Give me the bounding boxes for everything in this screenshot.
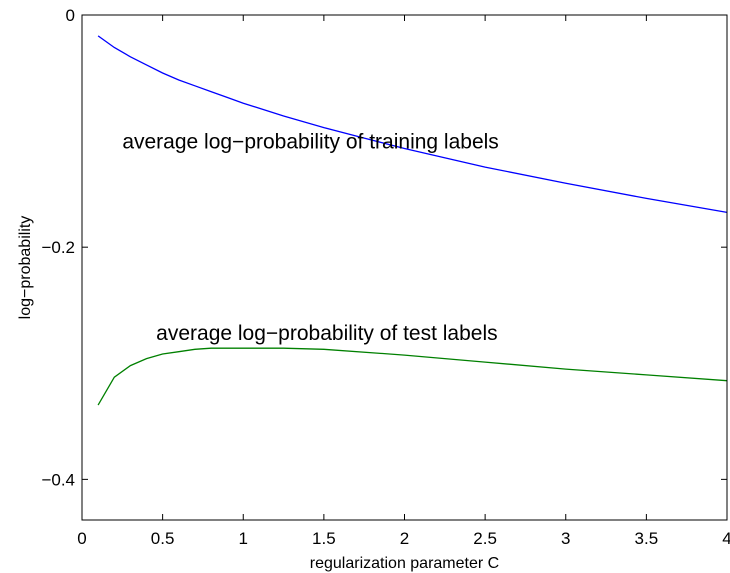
x-tick-label: 3.5 (635, 529, 659, 548)
x-tick-label: 1.5 (312, 529, 336, 548)
series-line-2 (97, 347, 728, 406)
x-tick-label: 4 (722, 529, 730, 548)
annotation-label-1: average log−probability of training labe… (122, 131, 499, 154)
y-tick-label: 0 (66, 6, 75, 25)
x-tick-label: 0.5 (151, 529, 175, 548)
x-axis-ticks: 0 0.5 1 1.5 2 2.5 3 3.5 4 (77, 15, 730, 548)
y-tick-label: −0.4 (41, 470, 75, 489)
y-axis-ticks: 0 −0.2 −0.4 (41, 6, 727, 489)
x-tick-label: 3 (561, 529, 570, 548)
x-tick-label: 2 (400, 529, 409, 548)
y-axis-label: log−probability (17, 216, 34, 320)
annotation-label-2: average log−probability of test labels (156, 322, 497, 345)
x-axis-label: regularization parameter C (310, 555, 499, 572)
annotations: average log−probability of training labe… (122, 131, 499, 346)
x-tick-label: 1 (239, 529, 248, 548)
y-tick-label: −0.2 (41, 238, 75, 257)
series-line-1 (97, 35, 728, 214)
x-tick-label: 2.5 (473, 529, 497, 548)
x-tick-label: 0 (77, 529, 86, 548)
plot-frame (81, 14, 728, 521)
plot-series (97, 35, 728, 406)
